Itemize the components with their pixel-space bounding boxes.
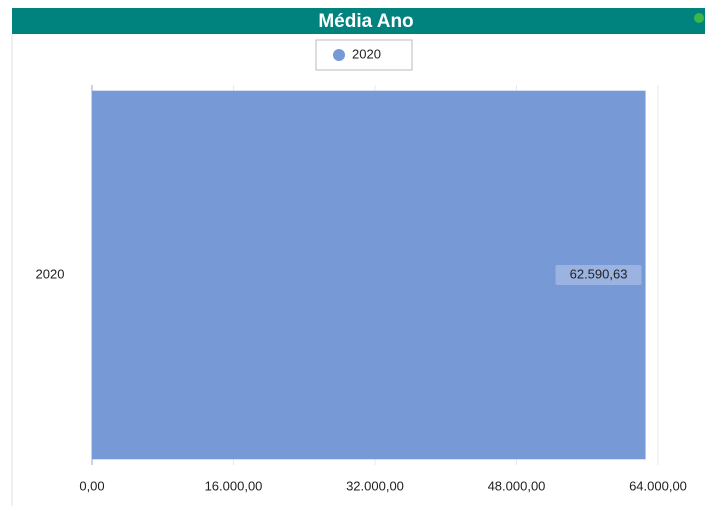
x-tick-label: 0,00 <box>79 478 104 493</box>
x-tick-label: 32.000,00 <box>346 478 404 493</box>
legend-label: 2020 <box>352 46 381 61</box>
x-tick-label: 16.000,00 <box>205 478 263 493</box>
legend-marker <box>333 49 345 61</box>
bar <box>92 90 646 460</box>
y-tick-label: 2020 <box>36 266 65 281</box>
value-label-bg <box>555 265 642 285</box>
chart-title: Média Ano <box>318 11 413 32</box>
header-bar <box>12 8 705 34</box>
value-label: 62.590,63 <box>570 266 628 281</box>
x-tick-label: 48.000,00 <box>488 478 546 493</box>
legend-box <box>315 39 413 71</box>
x-tick-label: 64.000,00 <box>629 478 687 493</box>
status-dot <box>694 13 704 23</box>
